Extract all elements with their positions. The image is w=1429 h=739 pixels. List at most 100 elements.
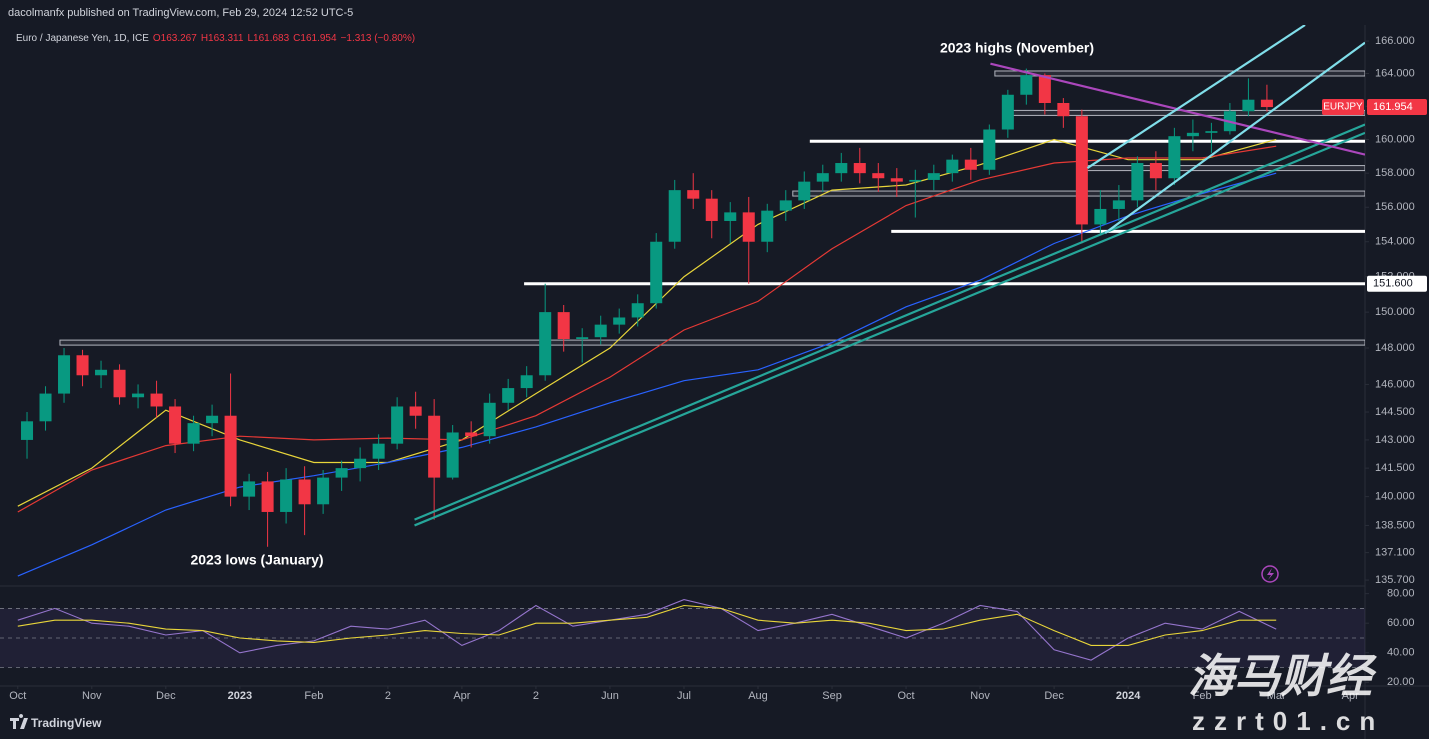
candle-body [409,406,422,416]
brand-logo [10,714,28,729]
x-tick-label: Nov [82,690,102,702]
candle-body [298,479,311,505]
x-tick-label: Dec [1044,690,1064,702]
level-badge-label: 151.600 [1373,278,1413,290]
trendline [414,131,1365,527]
y-tick-label: 137.100 [1375,547,1415,559]
candle-body [613,317,626,325]
x-tick-label: Oct [9,690,26,702]
candle-body [594,324,607,338]
candle-body [317,477,330,505]
candle-body [1168,136,1181,179]
candle-body [354,458,367,469]
y-tick-label: 154.000 [1375,236,1415,248]
candle-body [761,210,774,242]
candle-body [465,432,478,437]
candle-body [650,241,663,304]
x-tick-label: 2 [533,690,539,702]
candle-body [280,479,293,512]
candle-body [39,393,52,422]
chart-layer: 80.0060.0040.0020.00166.000164.000162.00… [0,25,1427,702]
candle-body [1112,200,1125,209]
candle-body [169,406,182,444]
x-tick-label: Apr [1342,690,1359,702]
x-tick-label: 2024 [1116,690,1141,702]
candle-body [187,423,200,444]
candle-body [446,432,459,478]
candle-body [1205,131,1218,133]
price-badge [1367,99,1427,116]
candle-body [705,198,718,221]
trendline [414,123,1365,521]
candle-body [95,369,108,376]
y-tick-label: 158.000 [1375,167,1415,179]
rsi-line [17,599,1277,661]
event-icon[interactable] [1261,565,1279,583]
candle-body [372,443,385,459]
rsi-line [17,604,1277,646]
candle-body [909,179,922,182]
candle-body [964,159,977,170]
candle-body [539,312,552,376]
candle-body [1149,163,1162,179]
candle-body [21,421,34,440]
trendline [1104,41,1365,234]
x-tick-label: Jun [601,690,619,702]
trendline [1086,25,1306,170]
candle-body [946,159,959,174]
x-tick-label: Dec [156,690,176,702]
high: H163.311 [201,33,244,44]
candle-body [132,393,145,398]
y-tick-label: 148.000 [1375,342,1415,354]
candle-body [1186,132,1199,137]
candle-body [224,415,237,497]
candle-body [1038,75,1051,103]
candle-body [58,355,71,394]
candle-body [742,212,755,242]
level-zone [1079,165,1365,172]
candle-body [668,190,681,242]
candle-body [1020,75,1033,95]
x-tick-label: Apr [453,690,470,702]
candle-body [1131,163,1144,201]
candle-body [724,212,737,221]
x-tick-label: Nov [970,690,990,702]
y-tick-label: 40.00 [1387,647,1415,659]
x-tick-label: Oct [897,690,914,702]
symbol-badge-label: EURJPY [1323,102,1363,113]
candle-body [335,468,348,478]
watermark-title: 海马财经 [1188,650,1377,702]
x-tick-label: Feb [1193,690,1212,702]
annotation: 2023 highs (November) [940,40,1094,56]
candle-body [206,415,219,424]
y-tick-label: 140.000 [1375,491,1415,503]
candle-body [557,312,570,340]
price-badge-label: 161.954 [1373,101,1413,113]
watermark-site: zzrt01.cn [1192,706,1384,736]
candle-body [1094,208,1107,225]
candle-body [983,129,996,170]
y-tick-label: 143.000 [1375,434,1415,446]
x-tick-label: Feb [304,690,323,702]
y-tick-label: 150.000 [1375,306,1415,318]
brand: TradingView [31,716,102,730]
publisher: dacolmanfx published on TradingView.com,… [8,7,353,19]
y-tick-label: 144.500 [1375,406,1415,418]
y-tick-label: 20.00 [1387,676,1415,688]
symbol-badge [1322,99,1364,116]
candle-body [872,173,885,179]
candle-body [853,163,866,174]
candle-body [502,388,515,403]
price-pane [17,25,1365,577]
change: −1.313 (−0.80%) [341,33,416,44]
level-badge [1367,275,1427,292]
candle-body [1260,99,1273,108]
y-tick-label: 60.00 [1387,617,1415,629]
candle-body [576,337,589,340]
candle-body [1057,102,1070,117]
candle-body [890,178,903,182]
candle-body [631,303,644,318]
open: O163.267 [153,33,197,44]
